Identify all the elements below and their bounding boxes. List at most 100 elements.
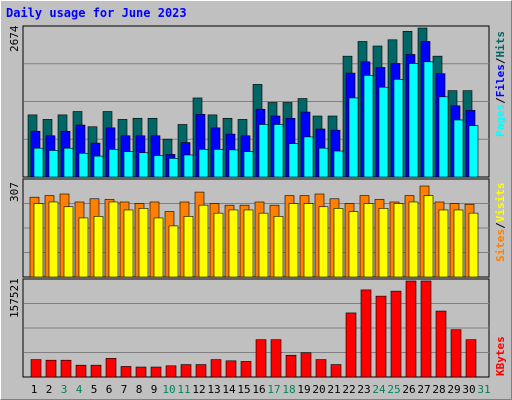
legend-entry: Sites — [494, 229, 507, 262]
bar-sites-day-17 — [273, 216, 284, 278]
bar-pages-day-4 — [78, 152, 89, 178]
bar-sites-day-25 — [393, 203, 404, 278]
x-tick-label: 27 — [417, 383, 430, 396]
bar-sites-day-11 — [183, 216, 194, 278]
bar-kbytes-day-26 — [405, 280, 417, 378]
bar-sites-day-18 — [288, 203, 299, 278]
bar-kbytes-day-19 — [300, 352, 312, 378]
bar-pages-day-27 — [423, 61, 434, 178]
x-tick-label: 16 — [252, 383, 265, 396]
bar-pages-day-23 — [363, 75, 374, 178]
bar-sites-day-9 — [153, 217, 164, 278]
bar-sites-day-10 — [168, 225, 179, 278]
bar-sites-day-26 — [408, 201, 419, 278]
bar-pages-day-25 — [393, 79, 404, 178]
bar-kbytes-day-8 — [135, 366, 147, 378]
bar-pages-day-3 — [63, 147, 74, 178]
x-tick-label: 17 — [267, 383, 280, 396]
bar-sites-day-2 — [48, 201, 59, 278]
bar-pages-day-7 — [123, 151, 134, 178]
bar-pages-day-5 — [93, 155, 104, 178]
legend-entry: Files — [494, 64, 507, 97]
bar-kbytes-day-22 — [345, 312, 357, 378]
legend-entry: / — [494, 57, 507, 64]
bar-sites-day-23 — [363, 203, 374, 278]
bar-kbytes-day-24 — [375, 295, 387, 378]
x-tick-label: 7 — [121, 383, 128, 396]
x-tick-label: 15 — [237, 383, 250, 396]
x-tick-label: 4 — [76, 383, 83, 396]
bar-pages-day-21 — [333, 150, 344, 178]
bar-sites-day-4 — [78, 217, 89, 278]
bar-sites-day-13 — [213, 212, 224, 278]
chart-title: Daily usage for June 2023 — [6, 6, 187, 20]
x-tick-label: 13 — [207, 383, 220, 396]
bar-pages-day-12 — [198, 149, 209, 178]
bar-sites-day-1 — [33, 203, 44, 278]
x-tick-label: 30 — [462, 383, 475, 396]
bar-sites-day-14 — [228, 209, 239, 278]
legend-entry: / — [494, 222, 507, 229]
bar-kbytes-day-14 — [225, 360, 237, 378]
x-tick-label: 8 — [136, 383, 143, 396]
x-tick-label: 9 — [151, 383, 158, 396]
bar-pages-day-15 — [243, 151, 254, 178]
legend-top: Pages/Files/Hits — [494, 31, 507, 137]
bar-pages-day-2 — [48, 150, 59, 178]
bar-kbytes-day-17 — [270, 339, 282, 378]
bar-pages-day-30 — [468, 125, 479, 178]
bar-sites-day-5 — [93, 216, 104, 278]
bar-sites-day-15 — [243, 209, 254, 278]
bar-pages-day-29 — [453, 119, 464, 178]
bar-sites-day-21 — [333, 208, 344, 278]
ymax-hits-label: 2674 — [8, 25, 21, 52]
x-tick-label: 19 — [297, 383, 310, 396]
bar-pages-day-10 — [168, 158, 179, 178]
bar-sites-day-3 — [63, 206, 74, 278]
bar-pages-day-9 — [153, 155, 164, 178]
x-tick-label: 21 — [327, 383, 340, 396]
x-tick-label: 20 — [312, 383, 325, 396]
bar-kbytes-day-29 — [450, 329, 462, 378]
bar-pages-day-13 — [213, 149, 224, 178]
ymax-visits-label: 307 — [8, 182, 21, 202]
bar-pages-day-8 — [138, 152, 149, 178]
bar-pages-day-18 — [288, 143, 299, 178]
bar-kbytes-day-1 — [30, 359, 42, 378]
bar-kbytes-day-6 — [105, 358, 117, 378]
legend-entry: / — [494, 97, 507, 104]
bar-kbytes-day-3 — [60, 359, 72, 378]
bar-pages-day-17 — [273, 124, 284, 178]
x-tick-label: 11 — [177, 383, 190, 396]
bar-kbytes-day-5 — [90, 364, 102, 378]
bar-kbytes-day-13 — [210, 359, 222, 378]
bar-kbytes-day-2 — [45, 359, 57, 378]
bar-sites-day-24 — [378, 208, 389, 278]
bar-sites-day-7 — [123, 209, 134, 278]
bar-kbytes-day-30 — [465, 339, 477, 378]
bar-kbytes-day-16 — [255, 339, 267, 378]
x-tick-label: 22 — [342, 383, 355, 396]
bar-pages-day-1 — [33, 147, 44, 178]
legend-bot: KBytes — [494, 336, 507, 376]
x-tick-label: 6 — [106, 383, 113, 396]
x-tick-label: 1 — [31, 383, 38, 396]
bar-pages-day-20 — [318, 147, 329, 178]
bar-sites-day-19 — [303, 203, 314, 278]
bar-sites-day-6 — [108, 201, 119, 278]
x-tick-label: 3 — [61, 383, 68, 396]
x-tick-label: 26 — [402, 383, 415, 396]
x-tick-label: 10 — [162, 383, 175, 396]
bar-kbytes-day-11 — [180, 364, 192, 378]
bar-sites-day-22 — [348, 211, 359, 278]
bar-sites-day-16 — [258, 212, 269, 278]
bar-kbytes-day-7 — [120, 366, 132, 378]
x-tick-label: 18 — [282, 383, 295, 396]
bar-pages-day-24 — [378, 86, 389, 178]
bar-pages-day-22 — [348, 97, 359, 178]
x-tick-label: 28 — [432, 383, 445, 396]
bar-sites-day-20 — [318, 206, 329, 278]
bar-kbytes-day-27 — [420, 280, 432, 378]
bar-pages-day-6 — [108, 149, 119, 178]
